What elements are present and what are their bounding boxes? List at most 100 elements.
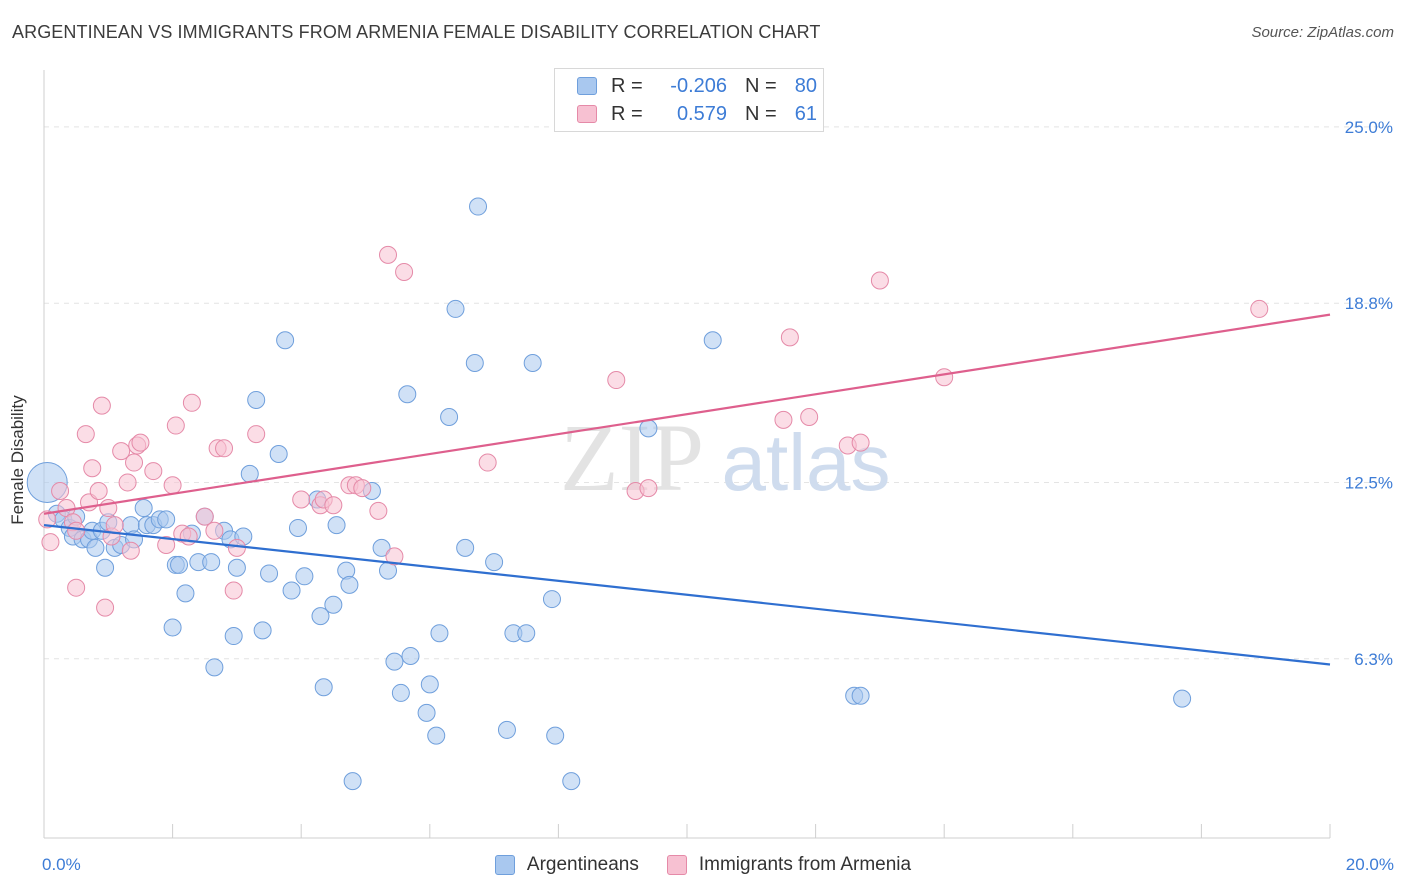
armenia-point: [166, 416, 185, 435]
armenia-point: [51, 481, 70, 500]
argentineans-point: [276, 331, 295, 350]
argentineans-trend-line: [43, 524, 1331, 666]
legend-label: Immigrants from Armenia: [698, 854, 912, 875]
armenia-swatch: [577, 105, 597, 123]
argentineans-point: [86, 538, 105, 557]
argentineans-point: [260, 564, 279, 583]
n-value: 61: [794, 102, 817, 125]
argentineans-point: [542, 590, 561, 609]
series-legend: Argentineans Immigrants from Armenia: [0, 852, 1406, 878]
y-tick-label: 18.8%: [1345, 294, 1393, 313]
argentineans-point: [562, 772, 581, 791]
argentineans-point: [340, 575, 359, 594]
armenia-point: [639, 479, 658, 498]
argentineans-point: [398, 385, 417, 404]
stats-row-argentineans: R = -0.206 N = 80: [577, 73, 817, 99]
armenia-point: [131, 433, 150, 452]
argentineans-point: [485, 553, 504, 572]
watermark-atlas: atlas: [722, 418, 891, 507]
armenia-point: [227, 538, 246, 557]
armenia-point: [215, 439, 234, 458]
y-tick-label: 25.0%: [1345, 118, 1393, 137]
stats-row-armenia: R = 0.579 N = 61: [577, 101, 817, 127]
data-points: [26, 197, 1269, 791]
armenia-point: [935, 368, 954, 387]
armenia-point: [163, 476, 182, 495]
legend-label: Argentineans: [526, 854, 639, 875]
argentineans-point: [440, 408, 459, 427]
argentineans-point: [417, 703, 436, 722]
r-label: R =: [611, 102, 643, 125]
argentineans-point: [288, 518, 307, 537]
argentineans-point: [469, 197, 488, 216]
r-value: -0.206: [670, 74, 727, 97]
watermark: ZIP atlas: [560, 404, 890, 511]
argentineans-point: [465, 353, 484, 372]
legend-item-armenia[interactable]: Immigrants from Armenia: [666, 854, 912, 876]
r-label: R =: [611, 74, 643, 97]
armenia-point: [41, 533, 60, 552]
armenia-point: [205, 521, 224, 540]
argentineans-point: [176, 584, 195, 603]
armenia-point: [182, 393, 201, 412]
y-tick-label: 12.5%: [1345, 473, 1393, 492]
argentineans-point: [324, 595, 343, 614]
argentineans-point: [247, 390, 266, 409]
axes: [43, 70, 1331, 839]
argentineans-point: [517, 624, 536, 643]
argentineans-point: [314, 678, 333, 697]
legend-swatch-armenia: [666, 855, 687, 875]
argentineans-point: [420, 675, 439, 694]
armenia-point: [774, 410, 793, 429]
n-label: N =: [745, 102, 777, 125]
y-axis-label: Female Disability: [8, 395, 27, 525]
argentineans-point: [253, 621, 272, 640]
armenia-point: [112, 442, 131, 461]
armenia-point: [89, 481, 108, 500]
argentineans-point: [385, 652, 404, 671]
armenia-point: [353, 479, 372, 498]
armenia-point: [379, 245, 398, 264]
argentineans-point: [157, 510, 176, 529]
armenia-point: [292, 490, 311, 509]
armenia-point: [195, 507, 214, 526]
argentineans-point: [202, 553, 221, 572]
armenia-point: [1250, 299, 1269, 318]
n-label: N =: [745, 74, 777, 97]
argentineans-swatch: [577, 77, 597, 95]
armenia-point: [395, 262, 414, 281]
argentineans-point: [224, 627, 243, 646]
armenia-point: [76, 425, 95, 444]
argentineans-point: [134, 499, 153, 518]
armenia-point: [121, 541, 140, 560]
argentineans-point: [401, 646, 420, 665]
grid-lines: [44, 126, 1392, 660]
armenia-point: [67, 578, 86, 597]
argentineans-point: [96, 558, 115, 577]
argentineans-point: [227, 558, 246, 577]
armenia-trend-line: [43, 313, 1331, 515]
source-label: Source: ZipAtlas.com: [1251, 24, 1394, 41]
legend-item-argentineans[interactable]: Argentineans: [494, 854, 639, 876]
argentineans-point: [497, 720, 516, 739]
armenia-point: [118, 473, 137, 492]
argentineans-point: [703, 331, 722, 350]
argentineans-point: [343, 772, 362, 791]
armenia-point: [144, 462, 163, 481]
armenia-point: [780, 328, 799, 347]
argentineans-point: [639, 419, 658, 438]
x-tick-label: 0.0%: [42, 855, 81, 874]
argentineans-point: [546, 726, 565, 745]
armenia-point: [870, 271, 889, 290]
stats-legend: R = -0.206 N = 80 R = 0.579 N = 61: [554, 68, 824, 132]
argentineans-point: [163, 618, 182, 637]
n-value: 80: [794, 74, 817, 97]
argentineans-point: [391, 683, 410, 702]
x-tick-label: 20.0%: [1346, 855, 1394, 874]
argentineans-point: [205, 658, 224, 677]
argentineans-point: [269, 445, 288, 463]
legend-swatch-argentineans: [494, 855, 515, 875]
armenia-point: [851, 433, 870, 452]
armenia-point: [369, 501, 388, 520]
